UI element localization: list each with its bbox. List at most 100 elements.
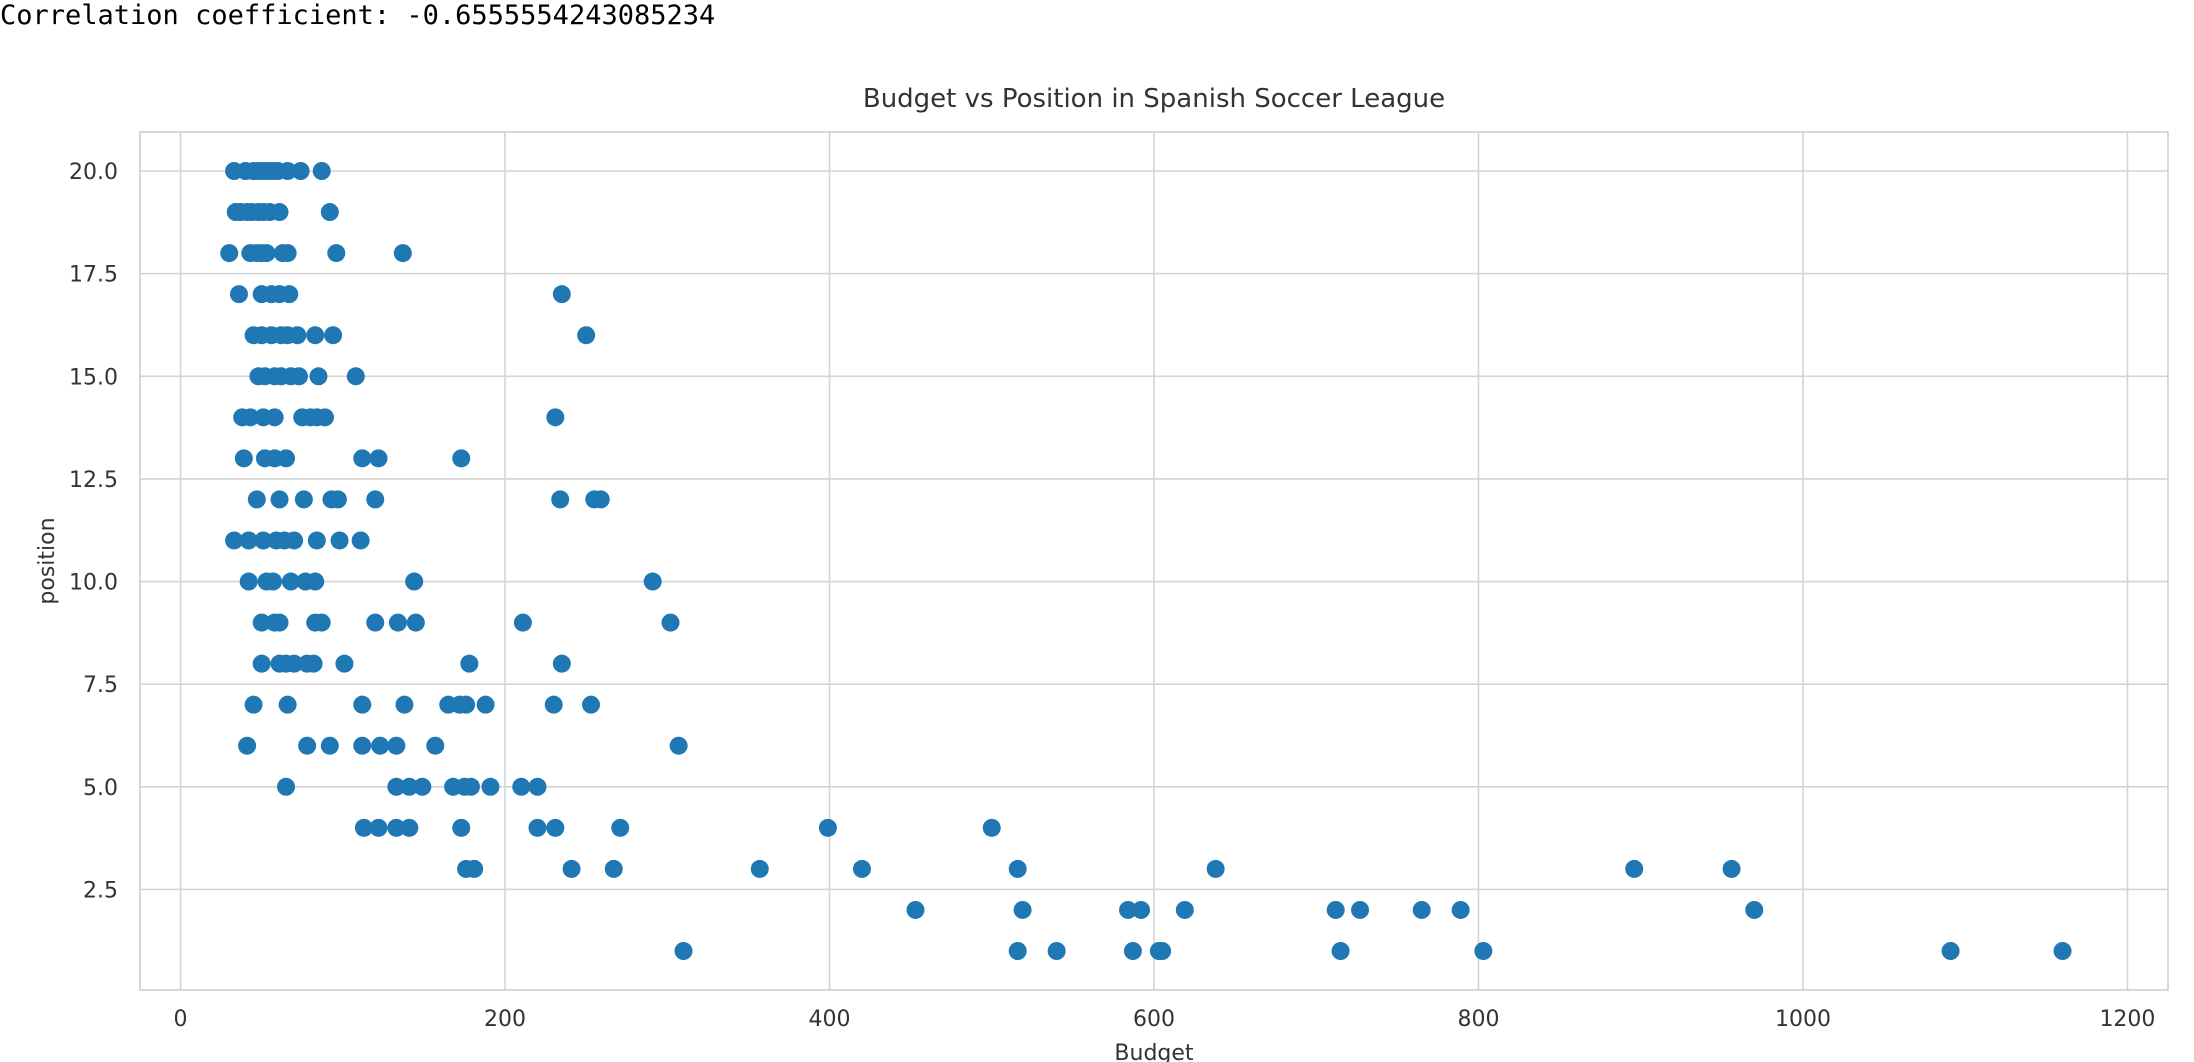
data-point [285, 531, 304, 550]
y-tick-label: 20.0 [69, 160, 118, 185]
data-point [254, 531, 273, 550]
data-point [387, 736, 406, 755]
data-point [264, 572, 283, 591]
data-point [320, 736, 339, 755]
data-point [426, 736, 445, 755]
data-point [270, 613, 289, 632]
data-point [452, 818, 471, 837]
x-tick-label: 1000 [1775, 1007, 1831, 1032]
data-point [353, 695, 372, 714]
data-point [1206, 859, 1225, 878]
data-point [307, 531, 326, 550]
data-points [220, 162, 2072, 960]
data-point [353, 736, 372, 755]
data-point [371, 736, 390, 755]
data-point [225, 531, 244, 550]
data-point [546, 408, 565, 427]
data-point [2053, 942, 2072, 960]
data-point [406, 613, 425, 632]
data-point [906, 900, 925, 919]
y-axis-label: position [35, 517, 60, 604]
data-point [546, 818, 565, 837]
data-point [1331, 942, 1350, 960]
data-point [309, 367, 328, 386]
data-point [278, 162, 297, 180]
data-point [291, 162, 310, 180]
data-point [669, 736, 688, 755]
x-tick-label: 400 [809, 1007, 851, 1032]
data-point [369, 449, 388, 468]
data-point [460, 654, 479, 673]
data-point [252, 613, 271, 632]
data-point [239, 572, 258, 591]
data-point [241, 408, 260, 427]
data-point [1412, 900, 1431, 919]
data-point [481, 777, 500, 796]
data-point [674, 942, 693, 960]
data-point [353, 449, 372, 468]
y-tick-label: 10.0 [69, 571, 118, 596]
y-tick-label: 2.5 [83, 878, 118, 903]
data-point [288, 326, 307, 345]
data-point [1013, 900, 1032, 919]
data-point [252, 654, 271, 673]
data-point [278, 244, 297, 263]
data-point [346, 367, 365, 386]
x-axis-label: Budget [1114, 1041, 1194, 1062]
grid [140, 132, 2168, 990]
data-point [312, 613, 331, 632]
data-point [1008, 859, 1027, 878]
data-point [387, 777, 406, 796]
y-tick-labels: 2.5 5.0 7.5 10.0 12.5 15.0 17.5 20.0 [69, 160, 118, 903]
data-point [220, 244, 239, 263]
x-tick-label: 200 [484, 1007, 526, 1032]
data-point [452, 449, 471, 468]
data-point [327, 244, 346, 263]
data-point [551, 490, 570, 509]
data-point [351, 531, 370, 550]
x-tick-label: 800 [1457, 1007, 1499, 1032]
data-point [229, 285, 248, 304]
data-point [277, 777, 296, 796]
data-point [306, 326, 325, 345]
data-point [1474, 942, 1493, 960]
data-point [591, 490, 610, 509]
data-point [270, 490, 289, 509]
data-point [257, 244, 276, 263]
data-point [1008, 942, 1027, 960]
data-point [1451, 900, 1470, 919]
data-point [330, 531, 349, 550]
data-point [244, 695, 263, 714]
x-tick-label: 0 [174, 1007, 188, 1032]
data-point [320, 203, 339, 222]
data-point [366, 613, 385, 632]
data-point [461, 777, 480, 796]
data-point [512, 777, 531, 796]
data-point [413, 777, 432, 796]
data-point [278, 695, 297, 714]
data-point [457, 695, 476, 714]
x-tick-labels: 0 200 400 600 800 1000 1200 [174, 1007, 2156, 1032]
data-point [982, 818, 1001, 837]
data-point [552, 654, 571, 673]
data-point [315, 408, 334, 427]
data-point [324, 326, 343, 345]
data-point [281, 572, 300, 591]
data-point [643, 572, 662, 591]
data-point [366, 490, 385, 509]
data-point [298, 736, 317, 755]
data-point [277, 449, 296, 468]
data-point [393, 244, 412, 263]
data-point [1132, 900, 1151, 919]
data-point [465, 859, 484, 878]
data-point [1047, 942, 1066, 960]
data-point [289, 367, 308, 386]
data-point [387, 818, 406, 837]
data-point [1351, 900, 1370, 919]
correlation-output: Correlation coefficient: -0.655555424308… [0, 0, 716, 31]
data-point [395, 695, 414, 714]
data-point [1722, 859, 1741, 878]
data-point [247, 490, 266, 509]
data-point [294, 490, 313, 509]
